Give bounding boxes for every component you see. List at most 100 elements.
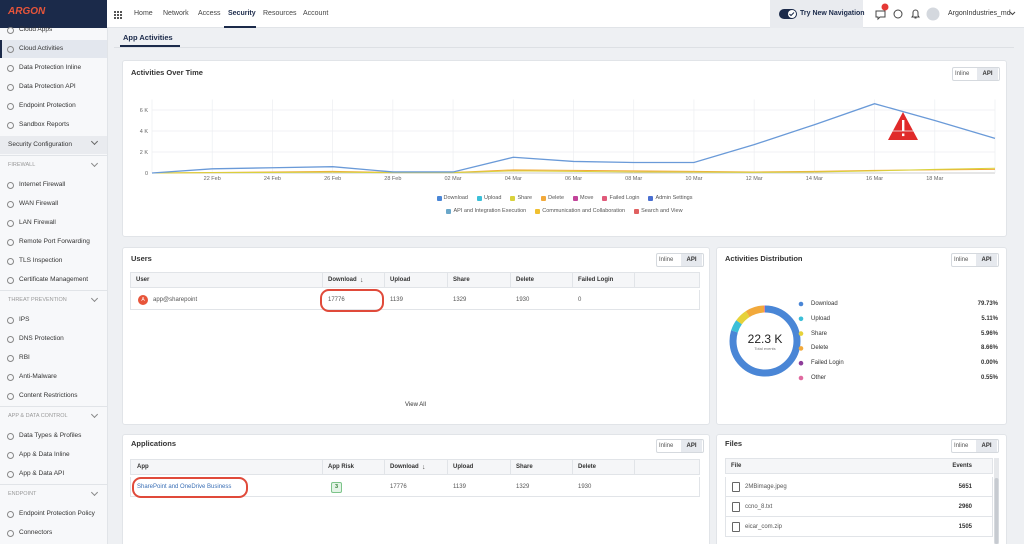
sidebar-item[interactable]: Remote Port Forwarding — [19, 238, 90, 245]
view-all-link[interactable]: View All — [405, 402, 426, 408]
toggle-api[interactable]: API — [976, 254, 997, 266]
toggle-api[interactable]: API — [681, 254, 702, 266]
toggle-inline[interactable]: Inline — [954, 443, 969, 449]
toggle-api[interactable]: API — [976, 440, 997, 452]
sidebar-item[interactable]: IPS — [19, 316, 30, 323]
menu-item[interactable]: Security — [228, 10, 256, 17]
table-cell: app@sharepoint — [153, 297, 198, 303]
sidebar-item[interactable]: Endpoint Protection Policy — [19, 510, 95, 517]
toggle-api[interactable]: API — [681, 440, 702, 452]
sidebar-item[interactable]: Data Protection API — [19, 83, 76, 90]
table-row — [130, 290, 700, 310]
top-bar — [107, 0, 1024, 28]
legend-item[interactable]: Move — [573, 192, 593, 204]
sidebar-item[interactable]: DNS Protection — [19, 335, 64, 342]
sidebar-item[interactable]: Cloud Apps — [19, 26, 53, 33]
toggle-inline[interactable]: Inline — [954, 257, 969, 263]
sidebar-item[interactable]: Internet Firewall — [19, 181, 66, 188]
user-avatar: A — [138, 295, 148, 305]
column-header: Download — [328, 277, 357, 283]
toggle-api[interactable]: API — [977, 68, 998, 80]
column-header: Upload — [453, 464, 474, 470]
table-row — [725, 477, 993, 497]
menu-item[interactable]: Access — [198, 10, 221, 17]
sidebar-item[interactable]: WAN Firewall — [19, 200, 59, 207]
file-events: 1505 — [958, 524, 972, 530]
legend-item[interactable]: Failed Login — [602, 192, 639, 204]
logo: ARGON — [8, 6, 46, 17]
card-title: Activities Distribution — [725, 254, 803, 263]
sidebar-item[interactable]: Certificate Management — [19, 276, 89, 283]
table-cell: 0 — [578, 297, 582, 303]
item-icon — [7, 336, 14, 343]
legend-item[interactable]: Communication and Collaboration — [535, 205, 625, 217]
sidebar-item[interactable]: Sandbox Reports — [19, 121, 70, 128]
item-icon — [7, 84, 14, 91]
sidebar-item[interactable]: LAN Firewall — [19, 219, 56, 226]
file-icon — [732, 482, 740, 492]
sidebar-item[interactable]: Data Protection Inline — [19, 64, 82, 71]
legend-item[interactable]: API and Integration Execution — [446, 205, 526, 217]
item-icon — [7, 27, 14, 34]
column-header: Delete — [516, 277, 535, 283]
legend-value: 0.55% — [980, 375, 998, 381]
table-header-bg — [130, 272, 700, 288]
legend-label: Upload — [484, 195, 502, 201]
toggle-inline[interactable]: Inline — [955, 71, 970, 77]
config-header[interactable]: Security Configuration — [8, 141, 72, 148]
file-icon — [732, 502, 740, 512]
item-icon — [7, 511, 14, 518]
legend-value: 5.96% — [980, 330, 998, 337]
risk-badge: 3 — [331, 482, 343, 493]
sidebar-item[interactable]: TLS Inspection — [19, 257, 63, 264]
item-icon — [7, 65, 14, 72]
legend-item[interactable]: Upload — [477, 192, 501, 204]
legend-swatch — [510, 195, 516, 201]
sidebar-item[interactable]: Data Types & Profiles — [19, 432, 82, 439]
legend-item[interactable]: Delete — [541, 192, 564, 204]
legend-swatch — [602, 195, 608, 201]
col-divider — [322, 272, 323, 288]
menu-item[interactable]: Account — [303, 10, 329, 17]
legend-item[interactable]: Share — [510, 192, 532, 204]
menu-item[interactable]: Network — [163, 10, 189, 17]
column-header: Delete — [578, 464, 597, 470]
item-icon — [7, 471, 14, 478]
toggle-inline[interactable]: Inline — [659, 257, 674, 263]
item-icon — [7, 355, 14, 362]
column-header: Share — [516, 464, 533, 470]
item-icon — [7, 46, 14, 53]
sidebar-item[interactable]: App & Data Inline — [19, 451, 70, 458]
card-title: Applications — [131, 439, 177, 448]
menu-item[interactable]: Home — [134, 10, 153, 17]
sidebar-item[interactable]: Cloud Activities — [19, 45, 64, 52]
sidebar-item[interactable]: Connectors — [19, 529, 53, 536]
col-divider — [510, 272, 511, 288]
legend-item[interactable]: Admin Settings — [648, 192, 692, 204]
page-tab: App Activities — [123, 33, 173, 42]
item-icon — [7, 122, 14, 129]
legend-swatch — [573, 195, 579, 201]
table-row — [725, 497, 993, 517]
legend-label: API and Integration Execution — [453, 208, 527, 214]
sidebar-item[interactable]: Endpoint Protection — [19, 102, 76, 109]
legend-swatch — [477, 195, 482, 201]
sidebar-item[interactable]: RBI — [19, 354, 30, 361]
legend-item[interactable]: Search and View — [634, 205, 683, 217]
column-header: User — [136, 277, 150, 283]
sidebar-item[interactable]: Anti-Malware — [19, 373, 57, 380]
table-cell: 1139 — [453, 484, 466, 490]
avatar-text: AN — [929, 11, 937, 17]
card-title: Files — [725, 439, 743, 448]
sidebar-item[interactable]: App & Data API — [19, 470, 65, 477]
sidebar-item[interactable]: Content Restrictions — [19, 392, 78, 399]
table-cell: 1329 — [453, 297, 467, 303]
legend-label: Share — [517, 195, 533, 201]
distribution-card — [716, 247, 1007, 425]
sidebar — [0, 28, 108, 544]
column-header: Failed Login — [578, 277, 614, 283]
column-header: Events — [952, 463, 972, 469]
menu-item[interactable]: Resources — [263, 10, 297, 17]
toggle-inline[interactable]: Inline — [659, 443, 674, 449]
legend-item[interactable]: Download — [436, 192, 468, 204]
